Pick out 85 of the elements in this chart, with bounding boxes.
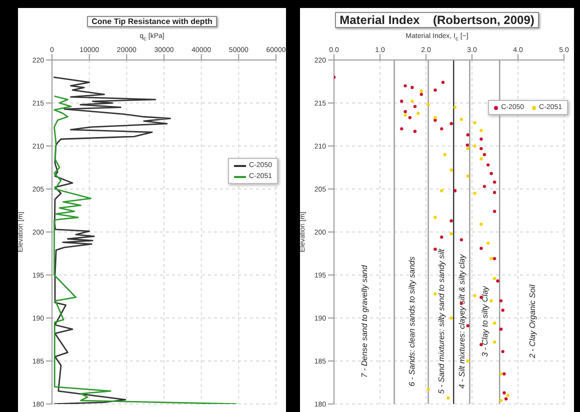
point [480, 147, 483, 151]
point [480, 158, 483, 161]
point [450, 122, 453, 126]
point [492, 340, 496, 344]
point [441, 81, 445, 84]
point [490, 172, 493, 176]
point [434, 292, 437, 296]
point [492, 191, 496, 194]
point [453, 106, 457, 110]
point [434, 116, 437, 120]
chart-title: Material Index (Robertson, 2009) [334, 12, 540, 28]
point [499, 399, 503, 403]
point [450, 232, 453, 236]
annotation: 7 - Dense sand to gravelly sand [360, 265, 369, 378]
point [492, 257, 496, 261]
point [466, 360, 470, 363]
point [450, 220, 453, 223]
point [486, 164, 490, 167]
point [404, 84, 407, 88]
point [426, 388, 430, 392]
point [440, 190, 444, 193]
point [501, 309, 504, 312]
point [480, 129, 483, 133]
point [410, 100, 414, 104]
chart-title: Cone Tip Resistance with depth [86, 16, 218, 27]
point [453, 190, 457, 193]
point [480, 223, 483, 226]
point [502, 392, 506, 395]
annotation: 3 - Clay to silty Clay [480, 285, 490, 358]
point [446, 396, 450, 400]
point [408, 116, 412, 120]
point [466, 174, 470, 178]
point [473, 294, 476, 298]
point [434, 216, 437, 220]
point [450, 168, 453, 172]
point [410, 86, 414, 90]
point [413, 105, 417, 108]
point [440, 128, 444, 131]
point [400, 100, 404, 104]
point [492, 180, 496, 184]
point [486, 242, 490, 246]
point [460, 118, 464, 122]
point [490, 257, 493, 261]
point [499, 300, 503, 303]
point [473, 192, 476, 196]
line-series [54, 96, 238, 404]
point [443, 153, 446, 157]
point [480, 138, 483, 142]
annotation: 2 - Clay Organic Soil [527, 284, 536, 360]
point [440, 236, 444, 240]
point [404, 110, 407, 114]
point [496, 280, 500, 284]
point [426, 104, 430, 107]
point [482, 185, 486, 188]
point [434, 88, 437, 92]
point [492, 277, 496, 280]
point [492, 210, 496, 214]
point [466, 134, 470, 137]
point [400, 128, 404, 131]
annotation: 6 - Sands: clean sands to silty sands [406, 256, 416, 387]
point [404, 114, 407, 118]
point [420, 90, 423, 93]
point [501, 350, 504, 354]
point [434, 118, 437, 122]
point [499, 328, 503, 332]
point [466, 144, 469, 148]
point [480, 247, 483, 250]
point [499, 372, 503, 376]
point [473, 122, 476, 125]
point [492, 322, 496, 326]
point [482, 153, 486, 157]
point [420, 93, 423, 96]
point [450, 316, 453, 320]
annotation: 5 - Sand mixtures: silty sand to sandy silt [436, 248, 446, 394]
point [416, 112, 420, 116]
point [466, 147, 470, 151]
point [413, 130, 417, 134]
point [460, 238, 464, 242]
point [502, 372, 506, 376]
point [434, 248, 437, 252]
point [504, 398, 508, 401]
point [506, 394, 510, 398]
point [473, 144, 476, 148]
point [490, 300, 493, 303]
line-series [52, 76, 172, 404]
